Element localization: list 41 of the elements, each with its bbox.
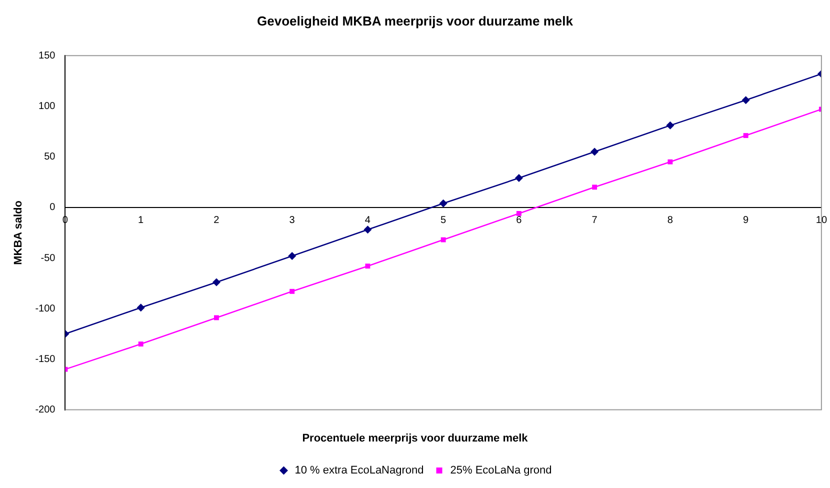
point	[136, 304, 145, 312]
x-tick-label: 10	[816, 215, 828, 226]
point	[439, 199, 448, 208]
y-tick-label: 150	[38, 50, 56, 62]
point	[668, 159, 673, 164]
point	[212, 278, 220, 286]
y-tick-label: -50	[40, 252, 56, 264]
legend-label: 10 % extra EcoLaNagrond	[294, 464, 424, 477]
point	[214, 315, 219, 320]
point	[440, 237, 446, 242]
x-tick-label: 4	[364, 215, 371, 226]
y-axis-title: MKBA saldo	[12, 200, 25, 265]
point	[743, 133, 748, 138]
point	[290, 288, 295, 294]
y-tick-label: -100	[35, 303, 56, 314]
y-tick-label: -200	[35, 404, 56, 416]
y-tick-label: 50	[44, 152, 56, 163]
x-tick-label: 1	[138, 215, 144, 226]
point	[288, 252, 296, 260]
point	[514, 174, 523, 182]
y-tick-label: 100	[38, 100, 56, 112]
x-tick-label: 3	[289, 215, 296, 226]
point	[365, 264, 370, 269]
point	[592, 184, 598, 190]
y-tick-label: 0	[50, 202, 56, 214]
point	[666, 121, 674, 130]
point	[742, 96, 750, 104]
point	[364, 226, 372, 234]
x-tick-label: 6	[516, 215, 522, 226]
x-tick-label: 2	[214, 215, 220, 226]
chart-title: Gevoeligheid MKBA meerprijs voor duurzame melk	[257, 13, 574, 28]
legend-label: 25% EcoLaNa grond	[450, 464, 552, 477]
y-tick-label: -150	[35, 354, 56, 365]
x-tick-label: 7	[592, 215, 598, 226]
x-tick-label: 9	[743, 215, 750, 226]
point	[138, 342, 144, 346]
x-tick-label: 8	[667, 215, 674, 226]
x-axis-title: Procentuele meerprijs voor duurzame melk	[302, 432, 529, 444]
point	[590, 148, 599, 156]
point	[516, 210, 522, 216]
x-tick-label: 5	[440, 215, 447, 226]
